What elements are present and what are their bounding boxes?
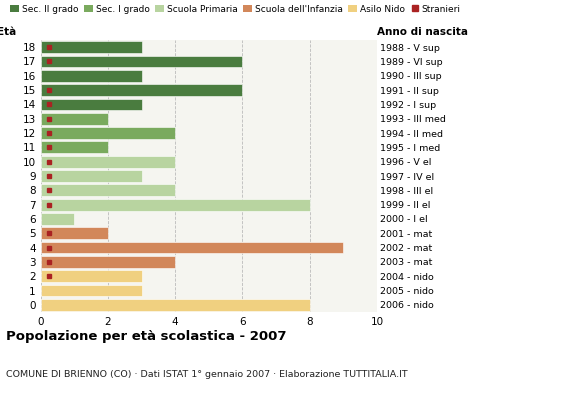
Bar [41, 127, 175, 139]
Bar [41, 142, 108, 153]
Bar [41, 98, 142, 110]
Bar [41, 184, 175, 196]
Text: Anno di nascita: Anno di nascita [377, 27, 468, 37]
Bar [41, 199, 310, 210]
Text: COMUNE DI BRIENNO (CO) · Dati ISTAT 1° gennaio 2007 · Elaborazione TUTTITALIA.IT: COMUNE DI BRIENNO (CO) · Dati ISTAT 1° g… [6, 370, 407, 379]
Bar [41, 84, 242, 96]
Bar [41, 213, 74, 225]
Bar [41, 285, 142, 296]
Bar [41, 242, 343, 254]
Bar [41, 41, 142, 53]
Text: Popolazione per età scolastica - 2007: Popolazione per età scolastica - 2007 [6, 330, 287, 343]
Bar [41, 256, 175, 268]
Bar [41, 70, 142, 82]
Bar [41, 113, 108, 125]
Bar [41, 156, 175, 168]
Bar [41, 227, 108, 239]
Bar [41, 299, 310, 311]
Bar [41, 270, 142, 282]
Legend: Sec. II grado, Sec. I grado, Scuola Primaria, Scuola dell'Infanzia, Asilo Nido, : Sec. II grado, Sec. I grado, Scuola Prim… [10, 4, 461, 14]
Text: Età: Età [0, 27, 16, 37]
Bar [41, 56, 242, 67]
Bar [41, 170, 142, 182]
